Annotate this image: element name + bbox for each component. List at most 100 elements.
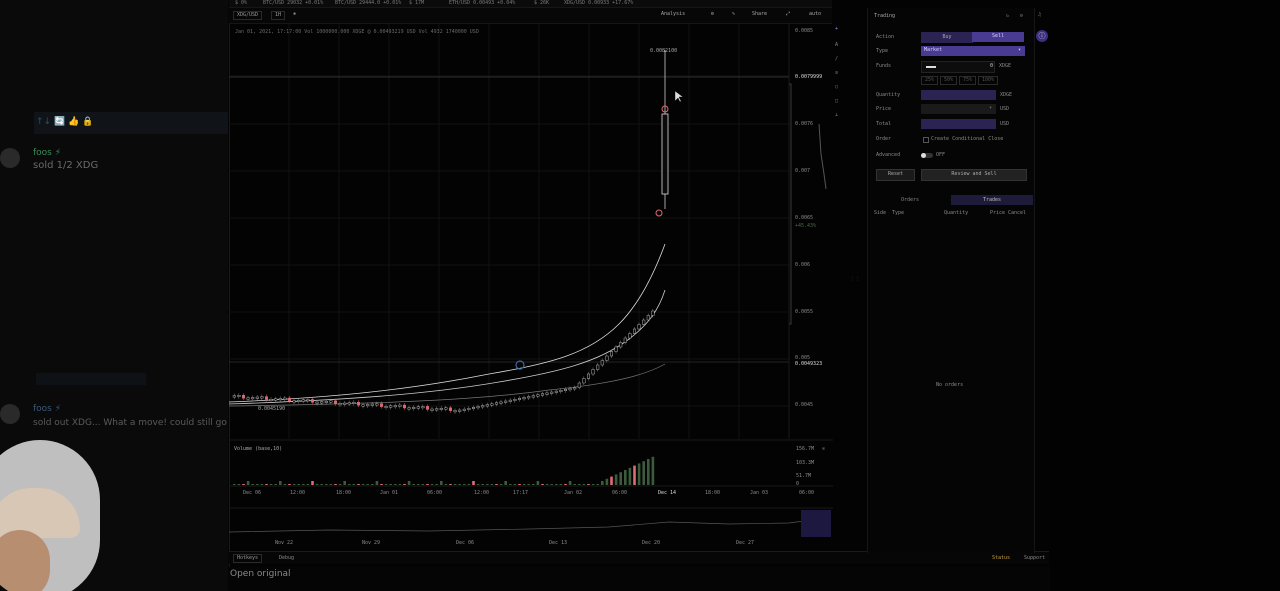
reset-button[interactable]: Reset	[876, 169, 915, 181]
quantity-input[interactable]	[921, 90, 996, 100]
order-type-select[interactable]: Market ▾	[921, 46, 1025, 56]
volume-bar	[453, 484, 457, 485]
volume-bar	[522, 484, 526, 485]
avatar[interactable]	[0, 404, 20, 424]
ticker-item[interactable]: BTC/USD 29032 +0.01%	[263, 0, 324, 6]
info-icon[interactable]: ⓘ	[1036, 30, 1048, 42]
column-header: Cancel	[1008, 210, 1027, 216]
ticker-item[interactable]: $ 0%	[235, 0, 248, 6]
volume-bar	[338, 484, 342, 485]
hotkeys-button[interactable]: Hotkeys	[233, 554, 263, 563]
volume-bar	[573, 484, 576, 485]
refresh-icon[interactable]: ↻	[1006, 13, 1010, 19]
text-tool-icon[interactable]: A	[835, 42, 839, 48]
volume-bar	[311, 481, 314, 485]
price-axis[interactable]: 0.0085 0.0079999 0.0076 0.007 0.0065 +45…	[795, 28, 831, 418]
trading-panel: Trading ↻ ⚙ Action Buy Sell Type Market …	[867, 8, 1035, 553]
volume-bar	[467, 484, 471, 485]
candle	[568, 388, 572, 391]
volume-bar	[509, 484, 512, 485]
volume-bar	[490, 484, 494, 485]
candle	[545, 392, 549, 395]
ticker-item[interactable]: $ 17M	[409, 0, 425, 6]
funds-label: Funds	[876, 63, 892, 69]
auto-scale-toggle[interactable]: auto	[809, 11, 822, 17]
overview-window[interactable]	[801, 510, 831, 537]
candle	[338, 403, 342, 406]
volume-bar	[430, 484, 434, 485]
review-and-sell-button[interactable]: Review and Sell	[921, 169, 1027, 181]
panel-splitter-handle[interactable]: ⋮⋮	[850, 276, 860, 282]
tab-trades[interactable]: Trades	[951, 195, 1033, 205]
indicators-icon[interactable]: ✱	[293, 11, 297, 17]
candle	[600, 360, 604, 366]
ticker-item[interactable]: XDG/USD 0.00933 +17.67%	[564, 0, 634, 6]
ticker-item[interactable]: ETH/USD 0.00493 +0.04%	[449, 0, 516, 6]
time-tick: 06:00	[427, 490, 443, 496]
price-chart[interactable]	[229, 24, 833, 544]
measure-tool-icon[interactable]: ⊥	[835, 112, 839, 118]
overview-tick: Nov 29	[362, 540, 381, 546]
fib-tool-icon[interactable]: ≡	[835, 70, 839, 76]
percent-button[interactable]: 75%	[959, 76, 977, 85]
volume-bar	[619, 472, 622, 485]
funds-slider[interactable]: 0	[921, 61, 995, 73]
sell-button[interactable]: Sell	[972, 32, 1024, 42]
line-tool-icon[interactable]: /	[835, 56, 839, 62]
candle	[577, 382, 581, 388]
percent-button[interactable]: 100%	[978, 76, 999, 85]
ticker-item[interactable]: BTC/USD 29444.0 +0.01%	[335, 0, 402, 6]
volume-tick: 103.3M	[796, 460, 815, 466]
candle	[232, 395, 236, 398]
advanced-toggle[interactable]	[921, 153, 933, 158]
buy-button[interactable]: Buy	[921, 32, 973, 43]
chat-username[interactable]: foos ⚡	[33, 404, 62, 414]
candle	[402, 404, 406, 409]
price-tick: 0.0045	[795, 402, 814, 408]
add-icon[interactable]: +	[835, 26, 839, 32]
tab-orders[interactable]: Orders	[900, 197, 920, 203]
candle	[467, 408, 471, 410]
ma-medium	[229, 289, 666, 405]
reaction-row[interactable]: ↑↓ 🔄 👍 🔒	[36, 117, 94, 127]
percent-buttons: 25% 50% 75% 100%	[921, 76, 1025, 85]
draw-icon[interactable]: ✎	[732, 11, 736, 17]
percent-button[interactable]: 25%	[921, 76, 939, 85]
conditional-close-checkbox[interactable]	[923, 137, 929, 143]
price-input[interactable]: ▾	[921, 104, 996, 114]
volume-bar	[320, 484, 323, 485]
rect-tool-icon[interactable]: □	[835, 98, 839, 104]
analysis-button[interactable]: Analysis	[661, 11, 686, 17]
candle	[370, 403, 374, 406]
candle	[269, 399, 273, 401]
share-button[interactable]: Share	[752, 11, 768, 17]
settings-icon[interactable]: ⚙	[1020, 13, 1024, 19]
time-axis[interactable]: Dec 06 12:00 18:00 Jan 01 06:00 12:00 17…	[229, 490, 833, 498]
total-input[interactable]	[921, 119, 996, 129]
candle	[471, 407, 475, 409]
symbol-selector[interactable]: XDG/USD	[233, 11, 263, 20]
chat-username[interactable]: foos ⚡	[33, 148, 62, 158]
ticker-item[interactable]: $ 26K	[534, 0, 550, 6]
support-link[interactable]: Support	[1024, 555, 1046, 561]
volume-bar	[605, 478, 609, 485]
settings-icon[interactable]: ⚙	[711, 11, 715, 17]
avatar[interactable]	[0, 148, 20, 168]
volume-bar	[518, 484, 521, 485]
candle	[430, 408, 434, 411]
candle	[485, 404, 489, 407]
volume-bar	[306, 484, 310, 485]
conditional-close-label: Create Conditional Close	[931, 136, 1004, 142]
candle	[407, 407, 411, 410]
bell-icon[interactable]: ♫	[1038, 12, 1042, 18]
debug-button[interactable]: Debug	[279, 555, 295, 561]
circle-tool-icon[interactable]: ○	[835, 84, 839, 90]
open-original-link[interactable]: Open original	[230, 569, 291, 579]
volume-bar	[329, 484, 333, 485]
interval-selector[interactable]: 1H	[271, 11, 286, 20]
fullscreen-icon[interactable]: ⤢	[786, 11, 791, 17]
close-pane-icon[interactable]: ⊗	[822, 446, 826, 452]
status-indicator[interactable]: Status	[992, 555, 1011, 561]
percent-button[interactable]: 50%	[940, 76, 958, 85]
candle	[541, 393, 545, 396]
